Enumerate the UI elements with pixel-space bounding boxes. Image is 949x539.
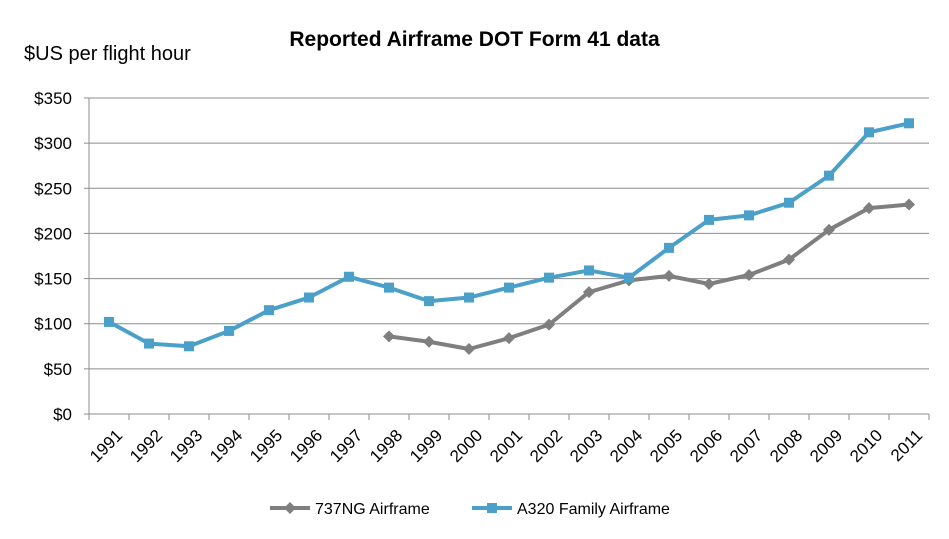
data-point-a320 bbox=[784, 197, 794, 208]
legend-marker-a320 bbox=[487, 503, 497, 513]
y-tick-label: $50 bbox=[44, 360, 72, 379]
x-tick-label: 1999 bbox=[406, 426, 446, 466]
y-tick-label: $200 bbox=[34, 224, 72, 243]
data-point-a320 bbox=[224, 325, 234, 336]
x-tick-label: 2006 bbox=[686, 426, 726, 466]
series-line-a320 bbox=[108, 121, 910, 349]
x-tick-label: 1994 bbox=[206, 426, 246, 466]
data-point-a320 bbox=[624, 272, 634, 283]
data-point-a320 bbox=[184, 341, 194, 352]
x-tick-label: 2010 bbox=[846, 426, 886, 466]
y-tick-label: $100 bbox=[34, 315, 72, 334]
data-point-a320 bbox=[464, 292, 474, 303]
series-line-737ng bbox=[388, 202, 910, 351]
x-tick-label: 2008 bbox=[766, 426, 806, 466]
data-point-737ng bbox=[543, 318, 555, 331]
x-tick-label: 2009 bbox=[806, 426, 846, 466]
data-point-a320 bbox=[384, 282, 394, 293]
legend-label-a320: A320 Family Airframe bbox=[517, 501, 670, 518]
y-tick-label: $150 bbox=[34, 270, 72, 289]
data-point-737ng bbox=[423, 335, 435, 348]
data-point-737ng bbox=[863, 202, 875, 215]
legend-marker-737ng bbox=[284, 502, 296, 514]
data-point-737ng bbox=[503, 332, 515, 345]
data-point-737ng bbox=[783, 253, 795, 266]
chart-title: Reported Airframe DOT Form 41 data bbox=[289, 28, 660, 51]
x-tick-label: 1993 bbox=[166, 426, 206, 466]
x-tick-label: 2004 bbox=[606, 426, 646, 466]
data-point-a320 bbox=[544, 272, 554, 283]
x-tick-label: 2005 bbox=[646, 426, 686, 466]
x-tick-label: 2001 bbox=[486, 426, 526, 466]
data-point-a320 bbox=[424, 296, 434, 307]
data-point-a320 bbox=[864, 127, 874, 138]
x-tick-label: 1991 bbox=[86, 426, 126, 466]
y-tick-label: $250 bbox=[34, 179, 72, 198]
data-point-737ng bbox=[703, 277, 715, 290]
data-point-a320 bbox=[824, 170, 834, 181]
y-tick-label: $350 bbox=[34, 89, 72, 108]
data-point-a320 bbox=[664, 242, 674, 253]
data-point-a320 bbox=[344, 271, 354, 282]
data-point-a320 bbox=[704, 214, 714, 225]
gridlines bbox=[89, 97, 929, 370]
data-point-a320 bbox=[504, 282, 514, 293]
data-point-a320 bbox=[104, 316, 114, 327]
x-tick-label: 1997 bbox=[326, 426, 366, 466]
x-tick-label: 2007 bbox=[726, 426, 766, 466]
data-point-737ng bbox=[903, 198, 915, 211]
x-tick-label: 1992 bbox=[126, 426, 166, 466]
series-markers bbox=[104, 118, 915, 355]
data-point-737ng bbox=[463, 342, 475, 355]
data-point-737ng bbox=[663, 269, 675, 282]
y-axis-label: $US per flight hour bbox=[24, 43, 191, 65]
series-lines bbox=[108, 121, 910, 351]
x-tick-label: 2011 bbox=[887, 426, 926, 465]
data-point-737ng bbox=[743, 268, 755, 281]
x-tick-label: 2003 bbox=[566, 426, 606, 466]
y-tick-label: $0 bbox=[53, 405, 72, 424]
data-point-a320 bbox=[584, 265, 594, 276]
data-point-a320 bbox=[904, 118, 914, 129]
x-tick-label: 1996 bbox=[286, 426, 326, 466]
x-tick-label: 1998 bbox=[366, 426, 406, 466]
data-point-a320 bbox=[264, 305, 274, 316]
x-tick-label: 2000 bbox=[446, 426, 486, 466]
data-point-a320 bbox=[744, 210, 754, 221]
data-point-737ng bbox=[583, 286, 595, 299]
data-point-a320 bbox=[144, 338, 154, 349]
x-tick-label: 2002 bbox=[526, 426, 566, 466]
data-point-737ng bbox=[383, 330, 395, 343]
legend-label-737ng: 737NG Airframe bbox=[315, 501, 430, 518]
legend: 737NG Airframe A320 Family Airframe bbox=[270, 501, 670, 518]
y-tick-label: $300 bbox=[34, 134, 72, 153]
data-point-a320 bbox=[304, 292, 314, 303]
data-point-737ng bbox=[823, 223, 835, 236]
x-tick-label: 1995 bbox=[246, 426, 286, 466]
